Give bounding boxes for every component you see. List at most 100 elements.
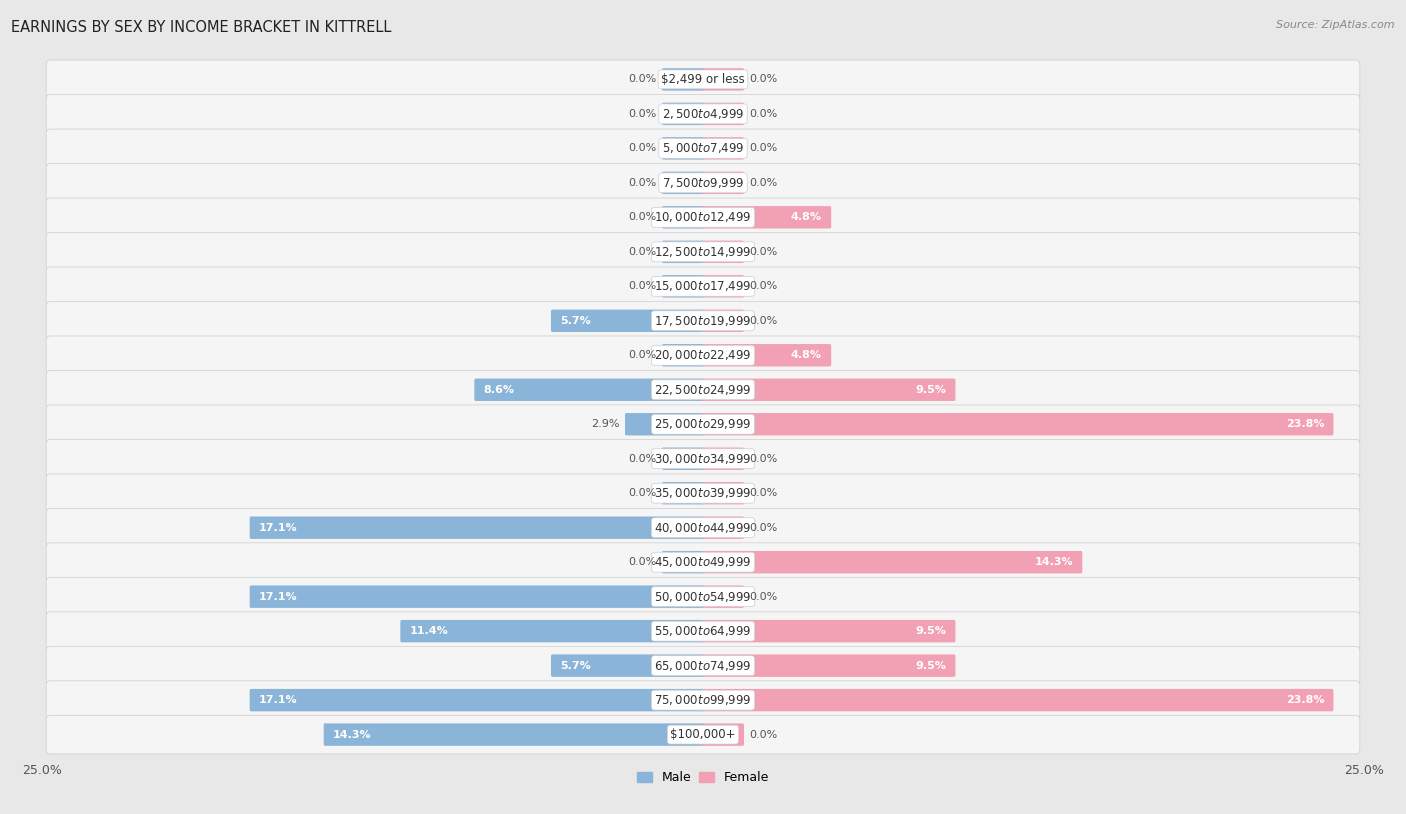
FancyBboxPatch shape [401,620,704,642]
FancyBboxPatch shape [702,517,744,539]
Text: $30,000 to $34,999: $30,000 to $34,999 [654,452,752,466]
FancyBboxPatch shape [702,172,744,194]
Text: $75,000 to $99,999: $75,000 to $99,999 [654,693,752,707]
Text: $10,000 to $12,499: $10,000 to $12,499 [654,210,752,225]
FancyBboxPatch shape [46,336,1360,374]
FancyBboxPatch shape [323,724,704,746]
FancyBboxPatch shape [702,551,1083,573]
FancyBboxPatch shape [662,241,704,263]
Text: 8.6%: 8.6% [484,385,515,395]
FancyBboxPatch shape [662,482,704,505]
Text: 0.0%: 0.0% [628,212,657,222]
FancyBboxPatch shape [46,474,1360,513]
Text: $25,000 to $29,999: $25,000 to $29,999 [654,418,752,431]
Text: $50,000 to $54,999: $50,000 to $54,999 [654,589,752,604]
Text: 17.1%: 17.1% [259,592,298,602]
Text: 0.0%: 0.0% [628,557,657,567]
Text: 0.0%: 0.0% [749,74,778,85]
Text: $12,500 to $14,999: $12,500 to $14,999 [654,245,752,259]
Text: 2.9%: 2.9% [592,419,620,429]
FancyBboxPatch shape [250,517,704,539]
Text: 17.1%: 17.1% [259,695,298,705]
Text: 0.0%: 0.0% [628,488,657,498]
FancyBboxPatch shape [662,172,704,194]
Text: 0.0%: 0.0% [628,282,657,291]
Text: $2,500 to $4,999: $2,500 to $4,999 [662,107,744,121]
Text: $22,500 to $24,999: $22,500 to $24,999 [654,383,752,396]
FancyBboxPatch shape [702,137,744,160]
Text: 0.0%: 0.0% [749,523,778,532]
FancyBboxPatch shape [46,129,1360,168]
FancyBboxPatch shape [662,68,704,90]
Text: 0.0%: 0.0% [628,350,657,361]
FancyBboxPatch shape [702,620,956,642]
Text: $35,000 to $39,999: $35,000 to $39,999 [654,486,752,501]
Text: 9.5%: 9.5% [915,626,946,637]
FancyBboxPatch shape [46,612,1360,650]
FancyBboxPatch shape [46,543,1360,581]
FancyBboxPatch shape [662,551,704,573]
Text: 23.8%: 23.8% [1285,695,1324,705]
FancyBboxPatch shape [662,448,704,470]
FancyBboxPatch shape [46,233,1360,271]
Text: 0.0%: 0.0% [628,74,657,85]
Text: $2,499 or less: $2,499 or less [661,73,745,86]
FancyBboxPatch shape [46,577,1360,616]
FancyBboxPatch shape [46,716,1360,754]
FancyBboxPatch shape [250,585,704,608]
FancyBboxPatch shape [702,724,744,746]
Text: $65,000 to $74,999: $65,000 to $74,999 [654,659,752,672]
FancyBboxPatch shape [702,689,1333,711]
Text: 0.0%: 0.0% [628,177,657,188]
FancyBboxPatch shape [702,241,744,263]
Text: 0.0%: 0.0% [628,453,657,464]
FancyBboxPatch shape [46,301,1360,340]
FancyBboxPatch shape [702,585,744,608]
FancyBboxPatch shape [46,405,1360,444]
Text: 0.0%: 0.0% [628,109,657,119]
Text: 0.0%: 0.0% [749,282,778,291]
Text: 0.0%: 0.0% [749,592,778,602]
FancyBboxPatch shape [702,482,744,505]
Text: 0.0%: 0.0% [749,453,778,464]
FancyBboxPatch shape [551,309,704,332]
Text: $40,000 to $44,999: $40,000 to $44,999 [654,521,752,535]
FancyBboxPatch shape [702,344,831,366]
FancyBboxPatch shape [702,68,744,90]
FancyBboxPatch shape [551,654,704,677]
FancyBboxPatch shape [702,654,956,677]
Text: 0.0%: 0.0% [749,247,778,257]
Text: $55,000 to $64,999: $55,000 to $64,999 [654,624,752,638]
FancyBboxPatch shape [662,344,704,366]
Text: 0.0%: 0.0% [749,109,778,119]
FancyBboxPatch shape [702,103,744,125]
Text: 9.5%: 9.5% [915,661,946,671]
FancyBboxPatch shape [702,275,744,297]
Text: $15,000 to $17,499: $15,000 to $17,499 [654,279,752,293]
Text: $17,500 to $19,999: $17,500 to $19,999 [654,313,752,328]
Text: 0.0%: 0.0% [749,488,778,498]
Text: $7,500 to $9,999: $7,500 to $9,999 [662,176,744,190]
FancyBboxPatch shape [702,379,956,401]
Text: 14.3%: 14.3% [1035,557,1073,567]
Text: $45,000 to $49,999: $45,000 to $49,999 [654,555,752,569]
Legend: Male, Female: Male, Female [631,766,775,790]
Text: 0.0%: 0.0% [628,247,657,257]
FancyBboxPatch shape [702,448,744,470]
Text: EARNINGS BY SEX BY INCOME BRACKET IN KITTRELL: EARNINGS BY SEX BY INCOME BRACKET IN KIT… [11,20,392,35]
Text: 0.0%: 0.0% [749,729,778,740]
Text: 4.8%: 4.8% [792,212,823,222]
FancyBboxPatch shape [46,370,1360,409]
Text: $20,000 to $22,499: $20,000 to $22,499 [654,348,752,362]
FancyBboxPatch shape [474,379,704,401]
Text: 9.5%: 9.5% [915,385,946,395]
Text: 5.7%: 5.7% [560,316,591,326]
FancyBboxPatch shape [662,206,704,229]
FancyBboxPatch shape [702,206,831,229]
FancyBboxPatch shape [46,509,1360,547]
Text: 0.0%: 0.0% [749,316,778,326]
FancyBboxPatch shape [626,413,704,435]
Text: 0.0%: 0.0% [628,143,657,153]
FancyBboxPatch shape [46,440,1360,478]
Text: 0.0%: 0.0% [749,177,778,188]
